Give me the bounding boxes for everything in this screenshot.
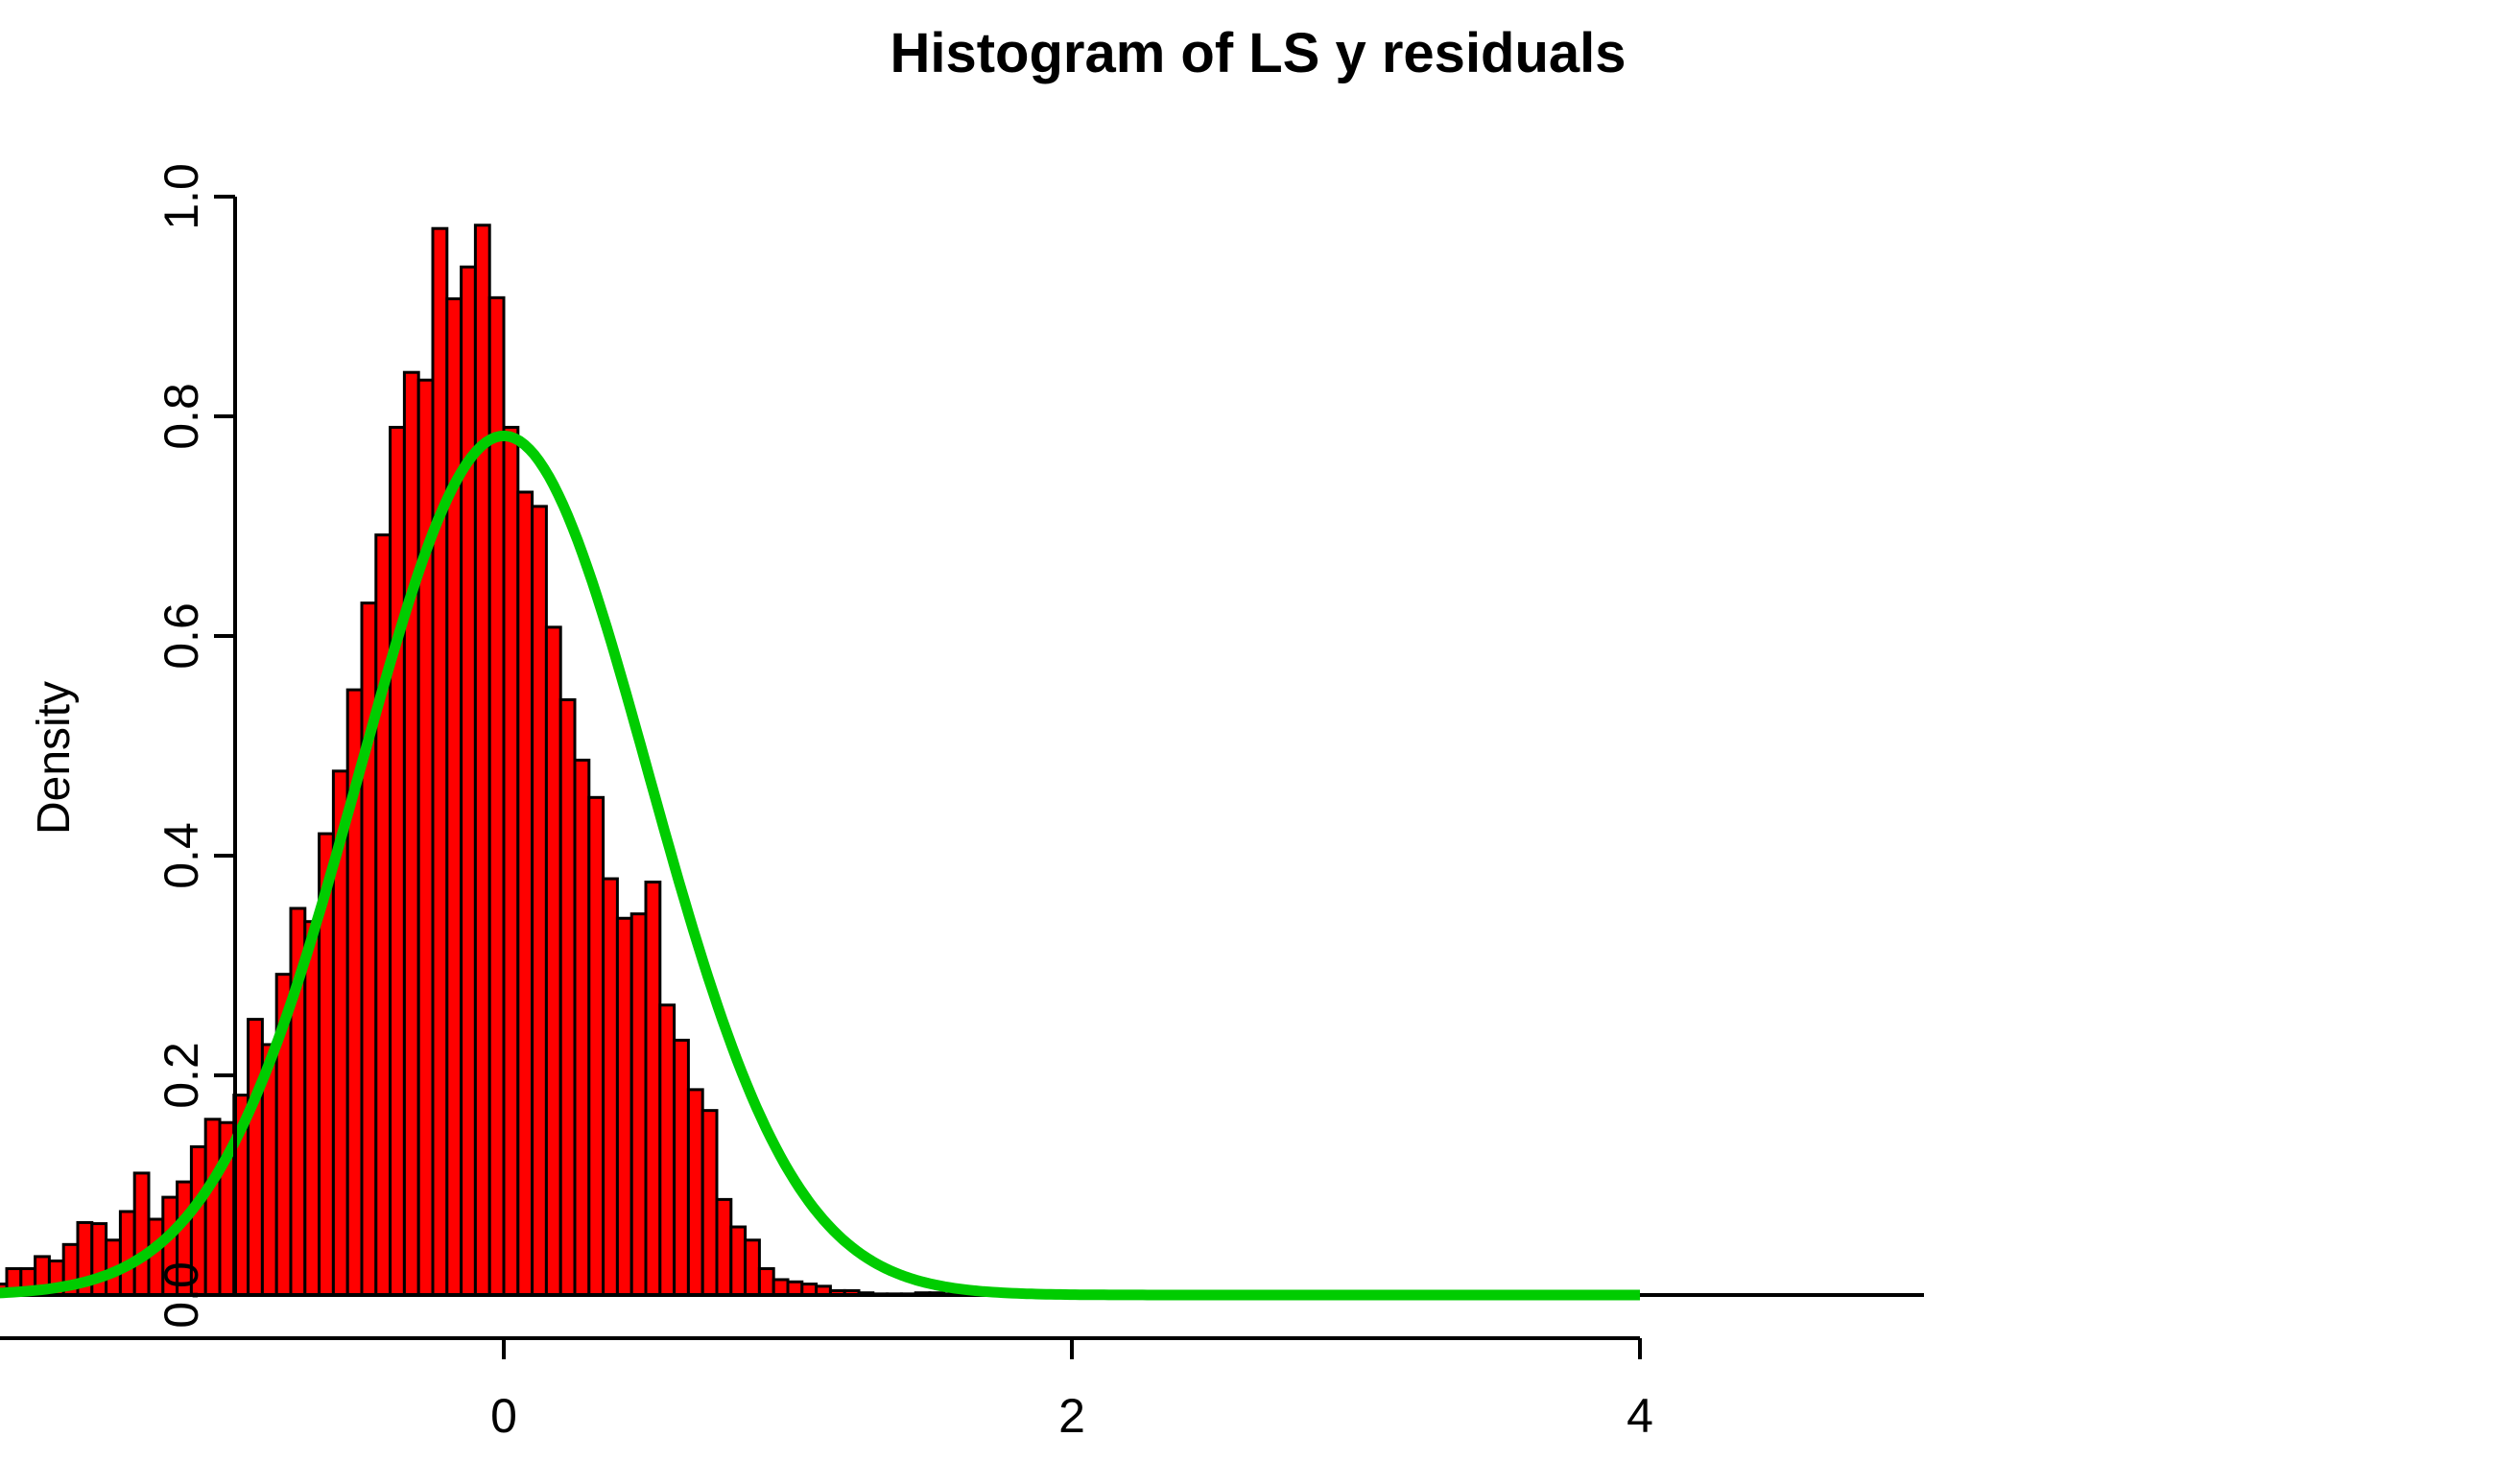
- histogram-bar-60: [686, 1088, 704, 1297]
- histogram-bar-48: [516, 490, 534, 1297]
- histogram-bar-64: [744, 1238, 761, 1297]
- x-tick-label-1: 0: [490, 1389, 517, 1443]
- histogram-bar-33: [303, 920, 321, 1297]
- y-axis: 0.0 0.2 0.4 0.6 0.8 1.0: [154, 163, 237, 1329]
- histogram-bar-50: [544, 625, 562, 1297]
- histogram-bar-57: [644, 880, 662, 1297]
- histogram-bar-54: [602, 877, 619, 1297]
- histogram-bar-52: [573, 758, 591, 1297]
- histogram-bar-59: [673, 1038, 690, 1297]
- y-axis-label: Density: [29, 681, 80, 835]
- histogram-bar-66: [772, 1278, 790, 1297]
- histogram-bar-39: [389, 425, 406, 1297]
- histogram-bar-53: [587, 795, 606, 1297]
- histogram-bar-29: [247, 1018, 264, 1297]
- histogram-bar-55: [615, 916, 633, 1297]
- histogram-bar-43: [445, 296, 463, 1297]
- y-tick-label-3: 0.6: [154, 602, 208, 670]
- y-tick-label-4: 0.8: [154, 383, 208, 450]
- histogram-bar-49: [531, 505, 548, 1297]
- histogram-bar-63: [729, 1225, 748, 1297]
- histogram-bar-20: [118, 1210, 136, 1297]
- histogram-bar-21: [132, 1171, 151, 1297]
- histogram-bar-40: [402, 370, 420, 1297]
- histogram-bars: [0, 224, 961, 1297]
- normal-density-curve: [0, 430, 1641, 1301]
- histogram-bar-65: [757, 1267, 775, 1297]
- histogram-bar-62: [715, 1197, 733, 1297]
- histogram-bar-67: [786, 1280, 804, 1297]
- histogram-bar-45: [473, 224, 491, 1297]
- histogram-bar-56: [629, 912, 648, 1297]
- x-axis: −2024: [0, 1336, 1653, 1443]
- chart-title: Histogram of LS y residuals: [890, 22, 1626, 84]
- histogram-bar-61: [700, 1109, 719, 1297]
- y-tick-label-0: 0.0: [154, 1261, 208, 1329]
- histogram-bar-41: [416, 378, 435, 1297]
- histogram-bar-42: [431, 226, 449, 1297]
- x-tick-label-2: 2: [1058, 1389, 1085, 1443]
- x-tick-label-3: 4: [1627, 1389, 1653, 1443]
- y-tick-label-1: 0.2: [154, 1042, 208, 1109]
- histogram-bar-47: [502, 425, 520, 1297]
- histogram-bar-51: [558, 697, 577, 1297]
- histogram-bar-38: [374, 533, 392, 1297]
- histogram-bar-44: [460, 265, 477, 1297]
- histogram-bar-46: [487, 295, 506, 1297]
- y-tick-label-2: 0.4: [154, 822, 208, 889]
- y-tick-label-5: 1.0: [154, 163, 208, 230]
- histogram-bar-58: [658, 1003, 677, 1297]
